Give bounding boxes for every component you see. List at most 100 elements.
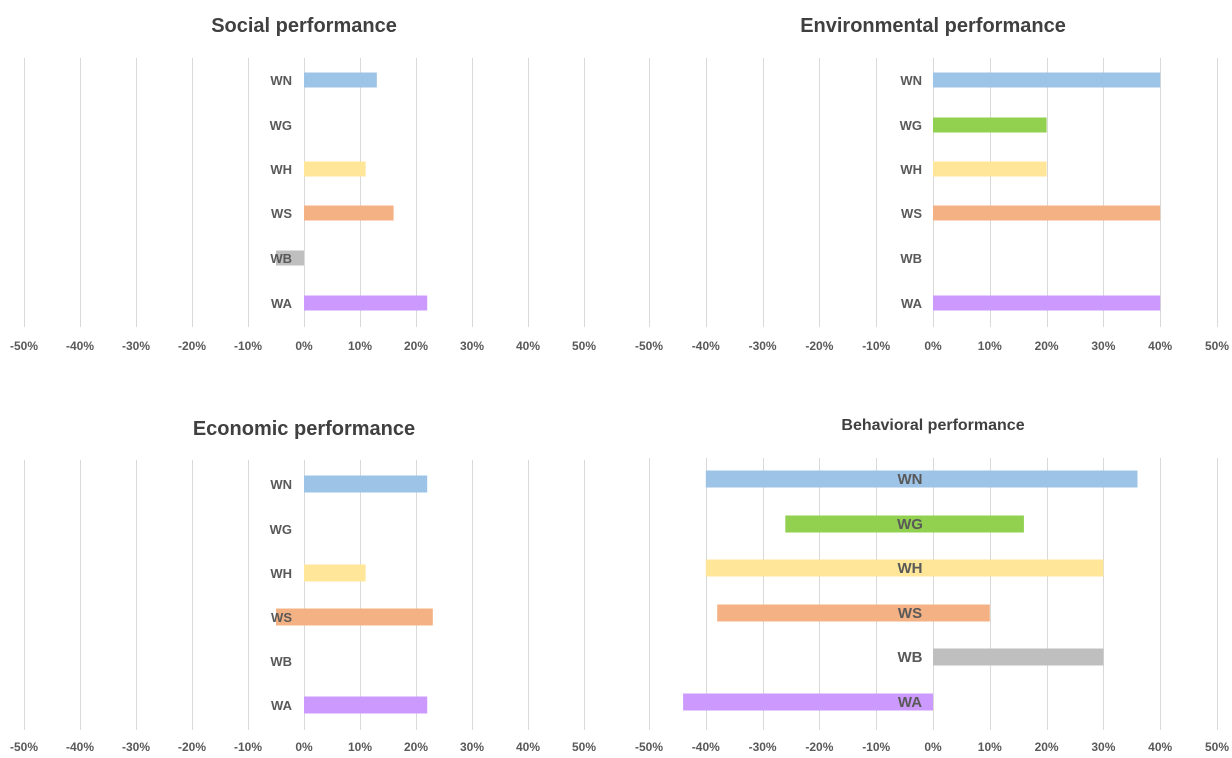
x-tick-label: -30% <box>122 740 150 754</box>
bar-ws <box>717 604 990 622</box>
bar-wa <box>304 295 428 311</box>
x-tick-label: 0% <box>295 339 313 353</box>
gridlines <box>649 458 1218 730</box>
x-tick-label: 0% <box>924 740 942 754</box>
x-tick-label: 10% <box>978 740 1002 754</box>
category-label-wh: WH <box>270 566 292 581</box>
bar-wh <box>304 161 366 177</box>
x-tick-label: 0% <box>295 740 313 754</box>
bar-wa <box>304 696 428 714</box>
category-label-wh: WH <box>270 162 292 177</box>
x-tick-label: -30% <box>749 740 777 754</box>
x-tick-label: 10% <box>978 339 1002 353</box>
x-tick-label: -20% <box>805 740 833 754</box>
x-tick-label: 50% <box>1205 339 1229 353</box>
x-tick-label: 20% <box>404 740 428 754</box>
bar-wn <box>304 475 428 493</box>
category-label-wg: WG <box>270 522 292 537</box>
x-tick-label: -50% <box>635 740 663 754</box>
x-tick-label: 20% <box>1035 740 1059 754</box>
x-tick-label: 40% <box>1148 339 1172 353</box>
category-label-wg: WG <box>270 118 292 133</box>
chart-title: Behavioral performance <box>841 417 1024 434</box>
x-tick-label: 40% <box>1148 740 1172 754</box>
economic-performance-chart: WN WG WH WS WB WA -50% -40% -30% -20% -10% 0% 10% 20%… <box>10 418 596 754</box>
bar-wb <box>933 648 1104 666</box>
category-label-ws: WS <box>901 206 922 221</box>
x-tick-label: -40% <box>66 339 94 353</box>
x-tick-label: 40% <box>516 339 540 353</box>
gridlines <box>24 58 585 327</box>
bar-wn <box>933 72 1161 88</box>
x-tick-label: 20% <box>404 339 428 353</box>
bar-ws <box>276 608 433 626</box>
category-label-wa: WA <box>271 296 293 311</box>
x-tick-label: 20% <box>1035 339 1059 353</box>
x-tick-label: 50% <box>572 740 596 754</box>
social-performance-chart: WN WG WH WS WB WA -50% -40% -30% -20% -10% 0% 10% 20%… <box>10 15 596 353</box>
x-tick-label: 0% <box>924 339 942 353</box>
behavioral-performance-chart: WN WG WH WS WB WA -50% -40% -30% -20% -10% 0% 10% 20%… <box>635 417 1229 754</box>
category-label-wa: WA <box>901 296 923 311</box>
chart-title: Economic performance <box>193 418 415 440</box>
x-tick-label: 50% <box>1205 740 1229 754</box>
x-tick-label: -10% <box>234 339 262 353</box>
category-label-wb: WB <box>900 251 922 266</box>
x-tick-label: -30% <box>749 339 777 353</box>
bar-ws <box>933 205 1161 221</box>
x-tick-label: -30% <box>122 339 150 353</box>
bar-wg <box>785 515 1024 533</box>
category-label-wn: WN <box>270 73 292 88</box>
x-tick-label: 30% <box>460 339 484 353</box>
x-tick-label: -40% <box>692 740 720 754</box>
category-label-ws: WS <box>271 610 292 625</box>
x-tick-label: -50% <box>10 339 38 353</box>
category-label-wb: WB <box>270 654 292 669</box>
bar-wh <box>705 559 1104 577</box>
bar-wa <box>683 693 933 711</box>
environmental-performance-chart: WN WG WH WS WB WA -50% -40% -30% -20% -10% 0% 10% 20%… <box>635 15 1229 353</box>
category-label-wh: WH <box>898 560 923 577</box>
x-tick-label: -20% <box>178 740 206 754</box>
category-label-wg: WG <box>900 118 922 133</box>
x-tick-label: 10% <box>348 740 372 754</box>
gridlines <box>649 58 1218 327</box>
x-tick-label: -10% <box>862 339 890 353</box>
category-label-wg: WG <box>897 516 923 533</box>
category-label-wb: WB <box>898 649 923 666</box>
x-tick-label: 30% <box>1091 740 1115 754</box>
gridlines <box>24 460 585 730</box>
x-tick-label: -50% <box>10 740 38 754</box>
x-tick-label: -40% <box>692 339 720 353</box>
category-label-wn: WN <box>900 73 922 88</box>
x-tick-label: -10% <box>234 740 262 754</box>
bar-wg <box>933 117 1047 133</box>
x-tick-label: 30% <box>1091 339 1115 353</box>
x-tick-label: -40% <box>66 740 94 754</box>
category-label-wn: WN <box>270 477 292 492</box>
x-tick-label: 40% <box>516 740 540 754</box>
bar-wn <box>304 72 377 88</box>
x-tick-label: -50% <box>635 339 663 353</box>
chart-title: Environmental performance <box>800 15 1066 37</box>
bar-wh <box>304 564 366 582</box>
bar-ws <box>304 205 394 221</box>
chart-title: Social performance <box>211 15 397 37</box>
category-label-wb: WB <box>270 251 292 266</box>
bar-wa <box>933 295 1161 311</box>
bar-wb <box>276 250 304 266</box>
category-label-wa: WA <box>271 698 293 713</box>
bar-wh <box>933 161 1047 177</box>
x-tick-label: -10% <box>862 740 890 754</box>
x-tick-label: -20% <box>805 339 833 353</box>
category-label-ws: WS <box>898 605 922 622</box>
category-label-ws: WS <box>271 206 292 221</box>
x-tick-label: -20% <box>178 339 206 353</box>
x-tick-label: 30% <box>460 740 484 754</box>
category-label-wa: WA <box>898 694 922 711</box>
x-tick-label: 50% <box>572 339 596 353</box>
category-label-wn: WN <box>898 471 923 488</box>
category-label-wh: WH <box>900 162 922 177</box>
x-tick-label: 10% <box>348 339 372 353</box>
